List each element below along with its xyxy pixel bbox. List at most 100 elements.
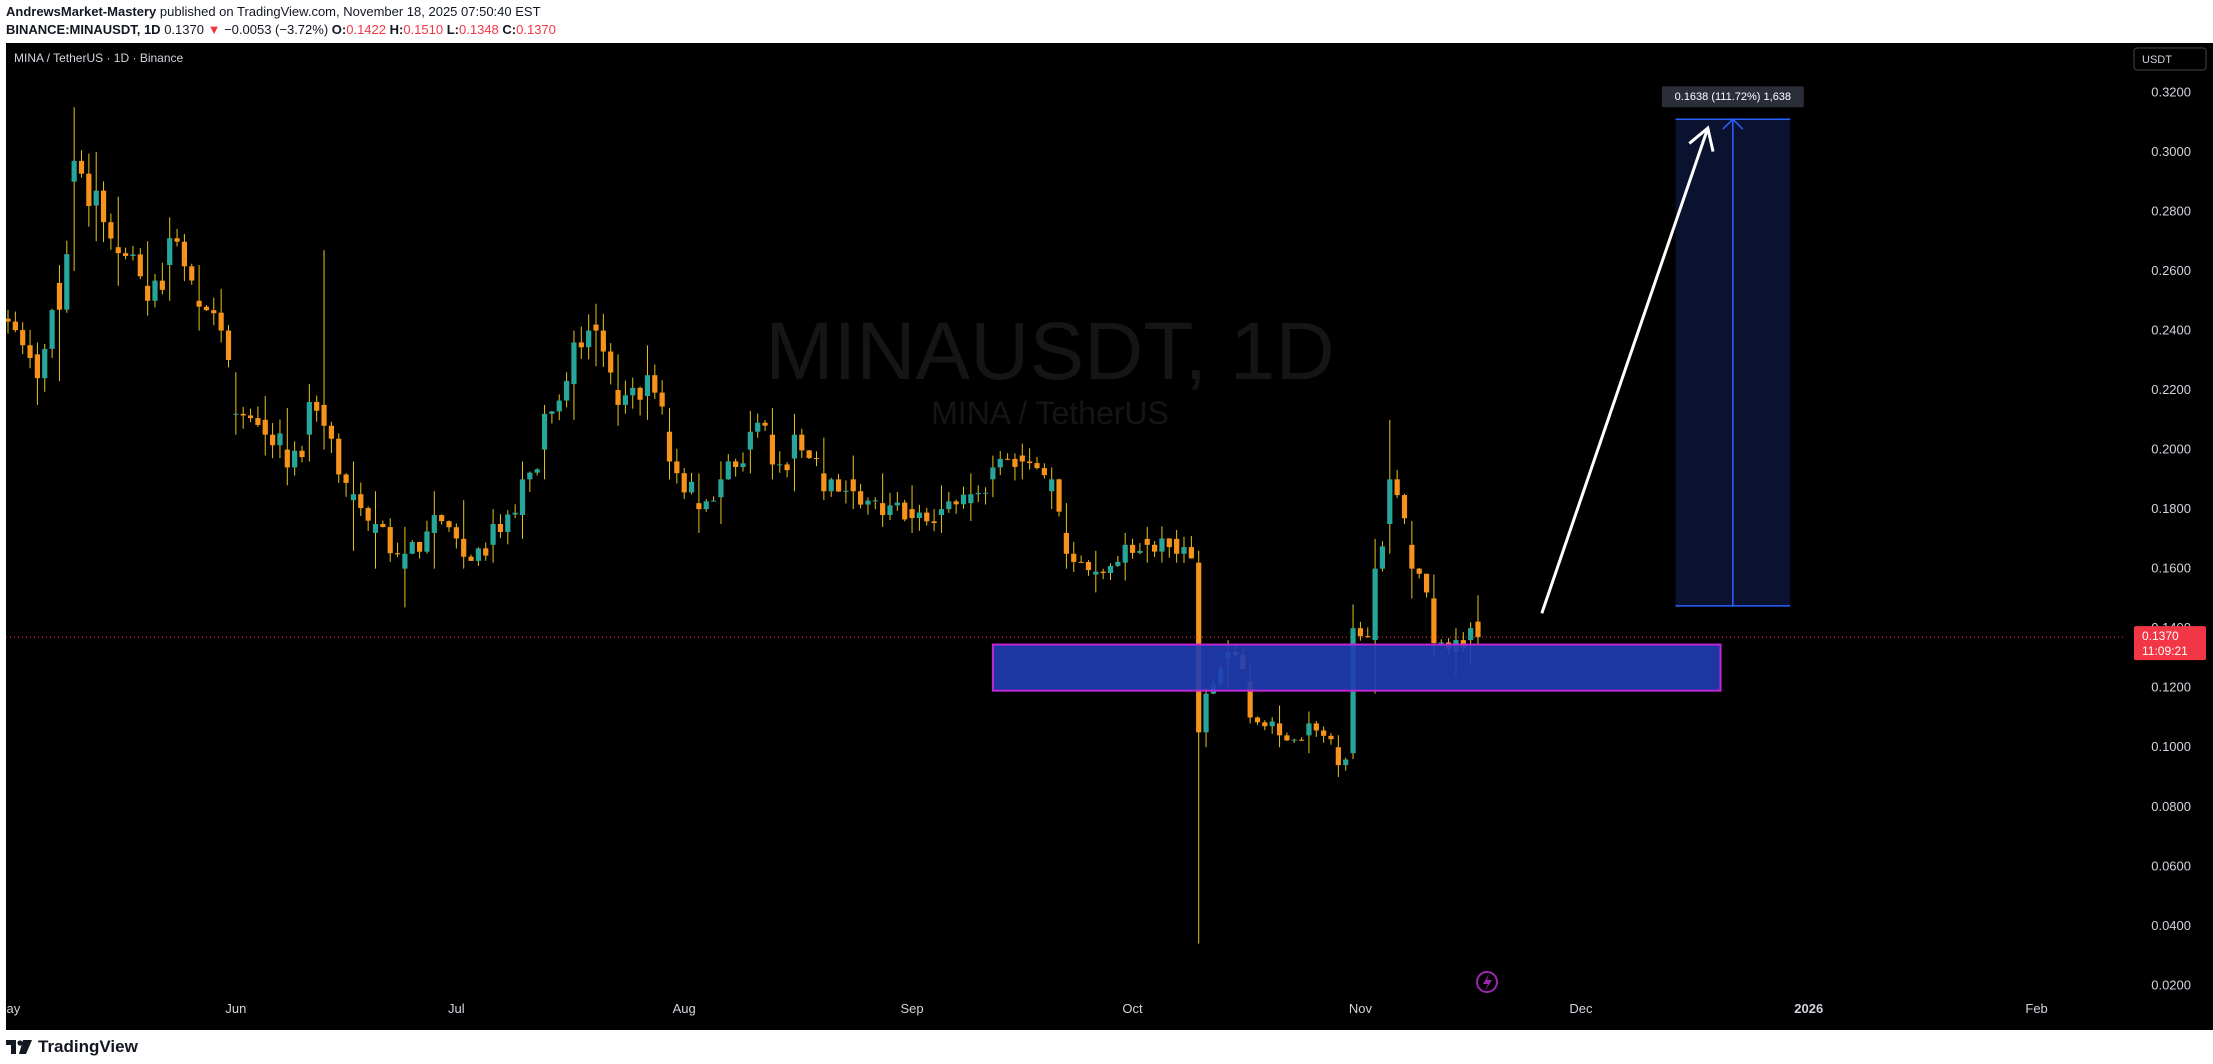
price-tick-label: 0.2200 <box>2151 382 2191 397</box>
candle-body <box>365 508 371 521</box>
candle-body <box>982 492 989 494</box>
lightning-icon[interactable] <box>1476 971 1498 993</box>
candle-body <box>277 433 283 446</box>
tradingview-logo[interactable]: TradingView <box>6 1037 138 1057</box>
candle-body <box>431 515 437 533</box>
candle-body <box>541 413 548 450</box>
candle-body <box>725 461 731 480</box>
candle-body <box>953 501 959 505</box>
measure-label-box <box>1661 86 1804 108</box>
candle-body <box>314 401 320 411</box>
candle-body <box>1152 544 1158 552</box>
candle-body <box>152 280 158 301</box>
close-value: 0.1370 <box>516 22 556 37</box>
candle-body <box>1203 693 1209 733</box>
time-tick-label: Nov <box>1349 1001 1373 1016</box>
candle-body <box>769 434 775 465</box>
candle-body <box>387 527 393 554</box>
candle-body <box>733 461 739 468</box>
chart-area[interactable]: MINAUSDT, 1D MINA / TetherUS MINA / Teth… <box>6 43 2213 1030</box>
projection-arrow[interactable] <box>1540 125 1715 614</box>
candle-body <box>527 472 533 480</box>
candle-body <box>108 222 114 239</box>
candle-body <box>1409 544 1415 569</box>
candle-body <box>343 474 349 483</box>
candle-body <box>747 431 753 450</box>
price-tick-label: 0.2400 <box>2151 323 2191 338</box>
open-value: 0.1422 <box>346 22 386 37</box>
candle-body <box>931 521 937 524</box>
low-label: L: <box>446 22 460 37</box>
candle-body <box>78 160 85 174</box>
candle-body <box>1306 723 1312 736</box>
candle-body <box>880 503 886 516</box>
candle-body <box>123 253 129 256</box>
candle-body <box>916 512 922 519</box>
candle-body <box>564 380 570 401</box>
candle-body <box>1019 455 1025 462</box>
candle-body <box>49 310 55 349</box>
tradingview-logo-icon <box>6 1040 32 1054</box>
candle-body <box>586 330 592 348</box>
candle-body <box>1181 547 1187 554</box>
candle-body <box>799 434 805 451</box>
candle-body <box>718 479 724 498</box>
time-tick-label: Feb <box>2025 1001 2047 1016</box>
candle-body <box>924 512 930 522</box>
candle-body <box>1335 747 1341 766</box>
candle-body <box>512 512 518 515</box>
price-axis[interactable]: 0.3200 0.3000 0.2800 0.2600 0.2400 0.2200 0.20… <box>2151 84 2191 992</box>
high-label: H: <box>389 22 404 37</box>
candle-body <box>1394 479 1400 496</box>
candle-body <box>56 282 63 310</box>
time-tick-label: Oct <box>1122 1001 1143 1016</box>
candle-body <box>483 548 489 556</box>
projection-arrow-line[interactable] <box>1540 127 1710 614</box>
candle-body <box>247 415 254 419</box>
candle-body <box>262 419 268 435</box>
arrow-up-icon <box>1688 125 1715 152</box>
time-tick-label: 2026 <box>1794 1001 1823 1016</box>
candle-body <box>1269 721 1275 727</box>
candle-body <box>299 450 305 458</box>
candle-body <box>93 190 99 206</box>
currency-button[interactable]: USDT <box>2133 47 2207 71</box>
demand-zone[interactable] <box>991 643 1722 692</box>
candle-body <box>1262 722 1268 727</box>
candle-body <box>688 481 695 493</box>
time-tick-label: May <box>6 1001 21 1016</box>
high-value: 0.1510 <box>403 22 444 37</box>
candle-body <box>1129 544 1136 553</box>
candle-body <box>806 450 812 459</box>
published-text: published on TradingView.com, November 1… <box>159 4 541 19</box>
candle-body <box>1276 723 1283 736</box>
candle-body <box>380 523 386 528</box>
candle-body <box>1144 538 1150 545</box>
candle-body <box>505 514 511 533</box>
candle-body <box>1343 759 1349 766</box>
candle-body <box>189 266 195 281</box>
candle-body <box>1159 538 1165 552</box>
candle-body <box>644 375 651 397</box>
price-chart[interactable]: MINAUSDT, 1D MINA / TetherUS MINA / Teth… <box>6 43 2213 1030</box>
currency-button-label[interactable]: USDT <box>2142 54 2172 66</box>
candle-body <box>887 505 893 516</box>
candle-body <box>534 469 540 473</box>
current-price-tag: 0.1370 11:09:21 <box>2134 626 2206 661</box>
candle-body <box>519 479 526 516</box>
candle-body <box>490 523 496 545</box>
candle-body <box>42 348 48 379</box>
candle-body <box>1284 735 1290 741</box>
time-axis[interactable]: May Jun Jul Aug Sep Oct Nov Dec 2026 Feb <box>6 1001 2048 1016</box>
candle-body <box>858 491 864 505</box>
author-name[interactable]: AndrewsMarket-Mastery <box>6 4 157 19</box>
candle-body <box>409 541 415 554</box>
candle-body <box>20 330 26 346</box>
candle-body <box>218 312 224 331</box>
candle-body <box>1328 735 1334 740</box>
candle-body <box>292 450 298 468</box>
candle-body <box>578 342 584 348</box>
price-range-measure[interactable]: 0.1638 (111.72%) 1,638 <box>1661 86 1804 607</box>
candle-body <box>777 464 783 466</box>
candle-body <box>145 285 151 301</box>
